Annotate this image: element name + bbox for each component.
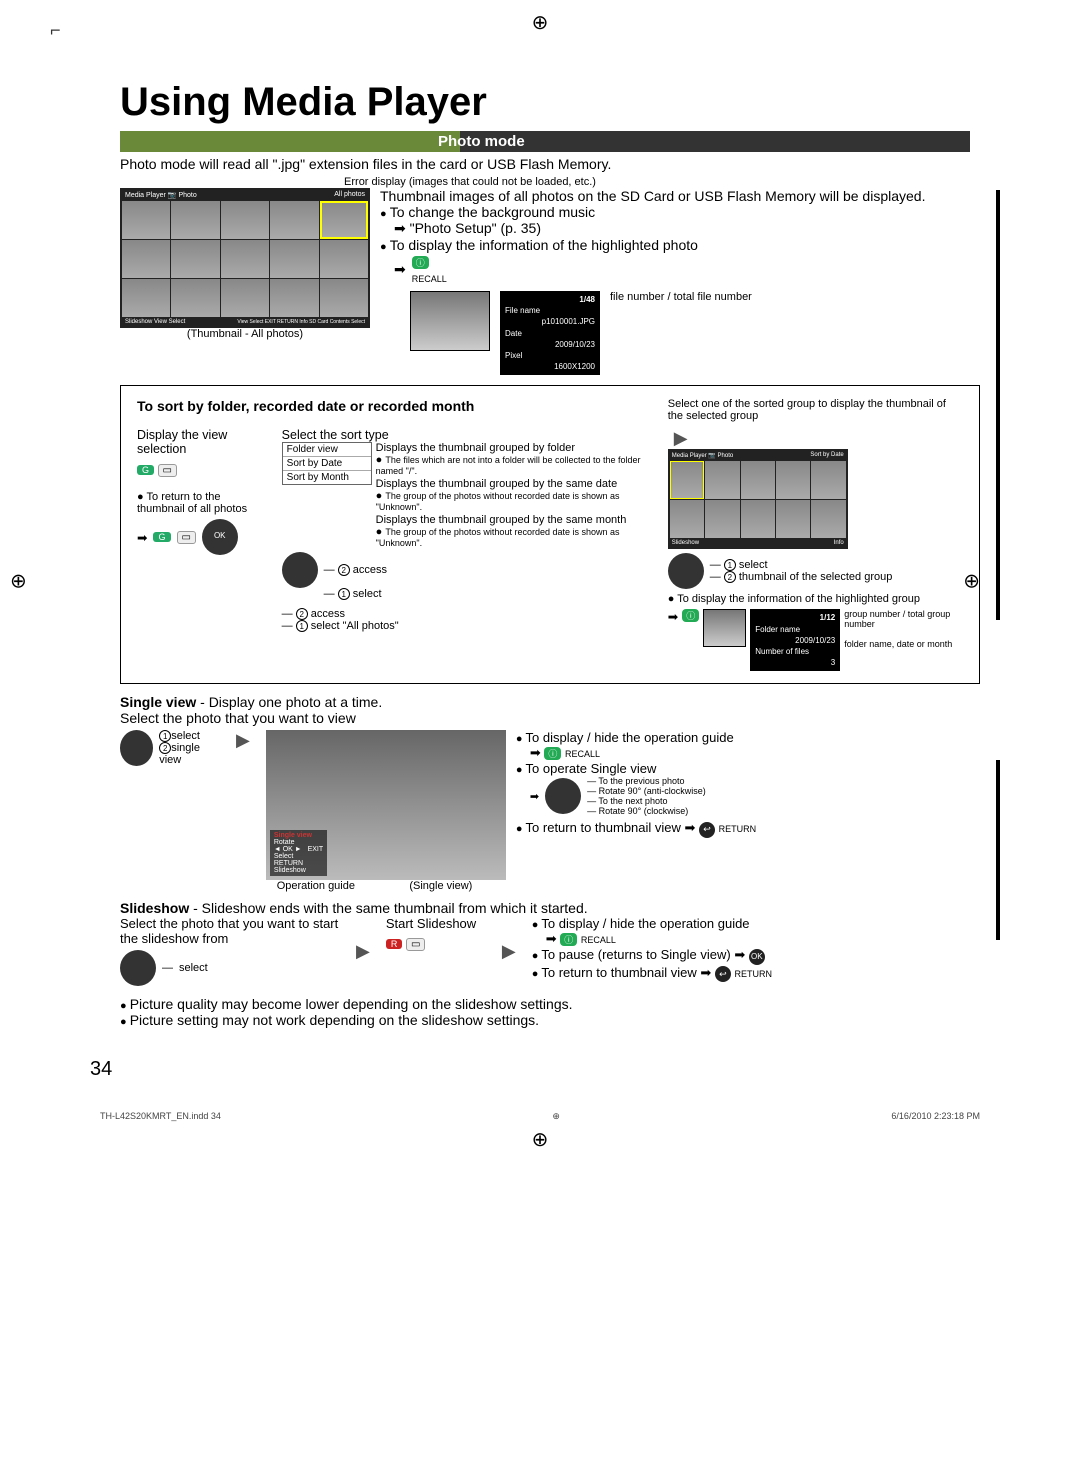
red-button[interactable]: R [386,939,403,949]
sort-step2: Select the sort type [282,428,654,442]
single-sel: Select the photo that you want to view [120,710,980,726]
bullet-bg-music: To change the background music [380,204,980,220]
arrow-icon: ▶ [668,428,694,448]
dpad-icon[interactable] [282,552,318,588]
return-icon[interactable]: ↩ [699,822,715,838]
note1: Picture quality may become lower dependi… [120,996,980,1012]
recall-icon: ⓘ [544,747,561,760]
error-caption: Error display (images that could not be … [260,176,680,188]
registration-mark: ⊕ [532,1127,549,1152]
sort-menu[interactable]: Folder view Sort by Date Sort by Month [282,442,372,485]
slide-step2: Start Slideshow [386,916,486,931]
sort-step1: Display the view selection [137,428,268,456]
registration-mark: ⊕ [532,10,549,35]
sl-bullet1: To display / hide the operation guide [532,916,980,931]
single-view-h: Single view [120,694,196,710]
slideshow-h: Slideshow [120,900,189,916]
page-number: 34 [90,1058,1020,1081]
thumb-caption: (Thumbnail - All photos) [120,328,370,340]
green-button[interactable]: G [137,465,154,475]
note2: Picture setting may not work depending o… [120,1012,980,1028]
sv-bullet1: To display / hide the operation guide [516,730,980,745]
dpad-icon[interactable] [120,950,156,986]
para1: Thumbnail images of all photos on the SD… [380,188,980,204]
group-preview [703,609,746,647]
return-icon[interactable]: ↩ [715,966,731,982]
recall-icon: ⓘ [560,933,577,946]
ok-button[interactable]: OK [749,949,765,965]
arrow-icon: ▶ [230,730,256,751]
dpad-icon[interactable] [545,778,581,814]
dpad-icon[interactable]: OK [202,519,238,555]
side-tab [996,190,1000,620]
group-info-box: 1/12 Folder name 2009/10/23 Number of fi… [750,609,840,671]
group-info: To display the information of the highli… [668,593,963,605]
single-view-image: Single view Rotate ◄ OK ► EXIT Select RE… [266,730,506,880]
print-footer: TH-L42S20KMRT_EN.indd 34 ⊕ 6/16/2010 2:2… [100,1111,980,1122]
side-tab [996,760,1000,940]
arrow-icon: ▶ [496,941,522,962]
registration-mark: ⊕ [963,569,980,594]
recall-icon: ⓘ [412,256,429,269]
photo-preview [410,291,490,351]
recall-icon: ⓘ [682,609,699,622]
group-thumbnail-grid: Media Player 📷 PhotoSort by Date Slidesh… [668,449,848,549]
thumbnail-grid: Media Player 📷 PhotoAll photos Slideshow… [120,188,370,328]
page-title: Using Media Player [120,80,1020,125]
crop-mark: ⌐ [50,20,61,41]
registration-mark: ⊕ [10,569,27,594]
sv-bullet2: To operate Single view [516,761,980,776]
group-intro: Select one of the sorted group to displa… [668,398,963,422]
operation-guide-overlay: Single view Rotate ◄ OK ► EXIT Select RE… [270,830,327,876]
bullet-info: To display the information of the highli… [380,237,980,253]
slide-step1: Select the photo that you want to start … [120,916,340,946]
file-num-desc: file number / total file number [610,291,752,303]
section-header: Photo mode [120,131,970,152]
photo-info-box: 1/48 File name p1010001.JPG Date 2009/10… [500,291,600,375]
sort-heading: To sort by folder, recorded date or reco… [137,398,654,414]
intro-text: Photo mode will read all ".jpg" extensio… [120,156,960,172]
sort-box: To sort by folder, recorded date or reco… [120,385,980,684]
return-thumb: To return to the thumbnail of all photos [137,491,268,515]
dpad-icon[interactable] [668,553,704,589]
dpad-icon[interactable] [120,730,153,766]
arrow-icon: ▶ [350,941,376,962]
green-button[interactable]: G [153,532,170,542]
